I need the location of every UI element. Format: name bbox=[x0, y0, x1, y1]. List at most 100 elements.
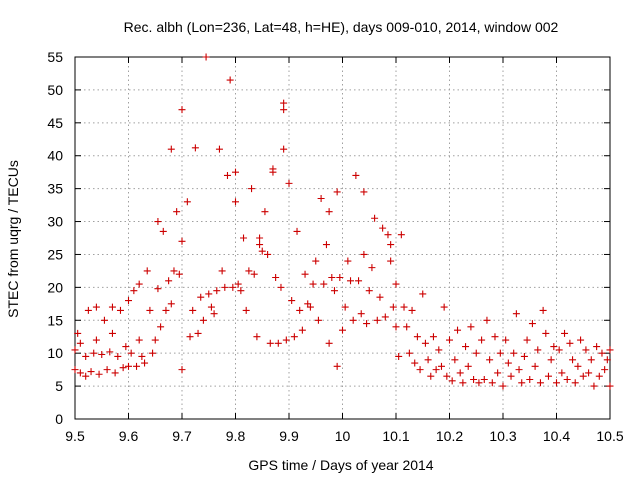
data-point bbox=[277, 283, 285, 291]
y-tick-label: 25 bbox=[47, 246, 63, 262]
data-point bbox=[408, 306, 416, 314]
data-point bbox=[264, 250, 272, 258]
data-point bbox=[520, 352, 528, 360]
data-point bbox=[298, 326, 306, 334]
data-point bbox=[470, 376, 478, 384]
data-point bbox=[416, 366, 424, 374]
data-point bbox=[491, 333, 499, 341]
data-point bbox=[411, 359, 419, 367]
data-point bbox=[167, 300, 175, 308]
y-tick-label: 5 bbox=[55, 378, 63, 394]
data-point bbox=[210, 310, 218, 318]
data-point bbox=[526, 376, 534, 384]
data-point bbox=[312, 257, 320, 265]
data-point bbox=[587, 356, 595, 364]
data-point bbox=[223, 171, 231, 179]
data-point bbox=[250, 270, 258, 278]
data-point bbox=[355, 277, 363, 285]
data-point bbox=[197, 293, 205, 301]
data-point bbox=[100, 316, 108, 324]
data-point bbox=[159, 227, 167, 235]
data-point bbox=[280, 99, 288, 107]
data-point bbox=[446, 336, 453, 344]
data-point bbox=[122, 343, 130, 351]
data-point bbox=[419, 290, 427, 298]
data-point bbox=[301, 270, 309, 278]
data-point bbox=[496, 349, 504, 357]
x-axis: 9.5 9.6 9.7 9.8 9.9 10 10.1 10.2 10.3 10.4 10.5 bbox=[65, 57, 624, 444]
data-point bbox=[290, 333, 298, 341]
data-point bbox=[191, 144, 199, 152]
data-point bbox=[344, 257, 352, 265]
data-point bbox=[483, 316, 491, 324]
data-point bbox=[84, 306, 92, 314]
data-point bbox=[598, 349, 606, 357]
data-point bbox=[173, 208, 181, 216]
data-point bbox=[387, 257, 395, 265]
data-point bbox=[76, 369, 84, 377]
data-point bbox=[365, 287, 373, 295]
data-point bbox=[339, 326, 346, 334]
data-point bbox=[571, 379, 579, 387]
data-point bbox=[133, 362, 141, 370]
data-point bbox=[553, 379, 560, 387]
data-point bbox=[585, 369, 593, 377]
data-point bbox=[272, 273, 280, 281]
data-point bbox=[437, 362, 445, 370]
data-point bbox=[467, 323, 475, 331]
data-point bbox=[590, 382, 598, 390]
data-point bbox=[579, 372, 587, 380]
data-point bbox=[183, 198, 191, 206]
data-point bbox=[333, 188, 341, 196]
data-point bbox=[472, 349, 480, 357]
x-tick-label: 9.8 bbox=[226, 428, 246, 444]
data-point bbox=[74, 329, 82, 337]
data-point bbox=[405, 349, 413, 357]
data-point bbox=[475, 379, 483, 387]
data-point bbox=[424, 356, 432, 364]
grid-lines bbox=[75, 57, 610, 419]
data-point bbox=[76, 339, 84, 347]
data-point bbox=[459, 379, 467, 387]
data-point bbox=[357, 310, 365, 318]
data-point bbox=[392, 280, 400, 288]
data-point bbox=[486, 356, 494, 364]
data-point bbox=[403, 323, 411, 331]
data-point bbox=[154, 285, 162, 293]
data-point bbox=[106, 348, 114, 356]
data-point bbox=[443, 372, 451, 380]
data-point bbox=[448, 377, 456, 385]
data-point bbox=[563, 376, 571, 384]
data-point bbox=[170, 267, 178, 275]
data-point bbox=[510, 349, 518, 357]
data-point bbox=[261, 208, 269, 216]
data-point bbox=[536, 379, 544, 387]
chart-title: Rec. albh (Lon=236, Lat=48, h=HE), days … bbox=[124, 19, 559, 35]
data-point bbox=[98, 350, 106, 358]
data-point bbox=[178, 366, 186, 374]
data-point bbox=[194, 329, 202, 337]
data-point bbox=[363, 320, 371, 328]
data-point bbox=[512, 310, 520, 318]
data-point bbox=[376, 293, 384, 301]
data-point bbox=[528, 320, 536, 328]
x-tick-label: 9.5 bbox=[65, 428, 85, 444]
data-point bbox=[314, 316, 322, 324]
data-point bbox=[141, 359, 149, 367]
data-point bbox=[215, 145, 223, 153]
data-point bbox=[454, 326, 462, 334]
data-point bbox=[440, 303, 448, 311]
data-point bbox=[218, 267, 226, 275]
data-point bbox=[561, 329, 569, 337]
data-point bbox=[154, 218, 162, 226]
y-tick-label: 45 bbox=[47, 115, 63, 131]
data-point bbox=[130, 287, 138, 295]
data-points bbox=[71, 53, 614, 390]
data-point bbox=[280, 106, 288, 114]
data-point bbox=[330, 287, 338, 295]
data-point bbox=[248, 185, 256, 193]
data-point bbox=[285, 179, 293, 187]
data-point bbox=[400, 303, 408, 311]
data-point bbox=[296, 306, 304, 314]
